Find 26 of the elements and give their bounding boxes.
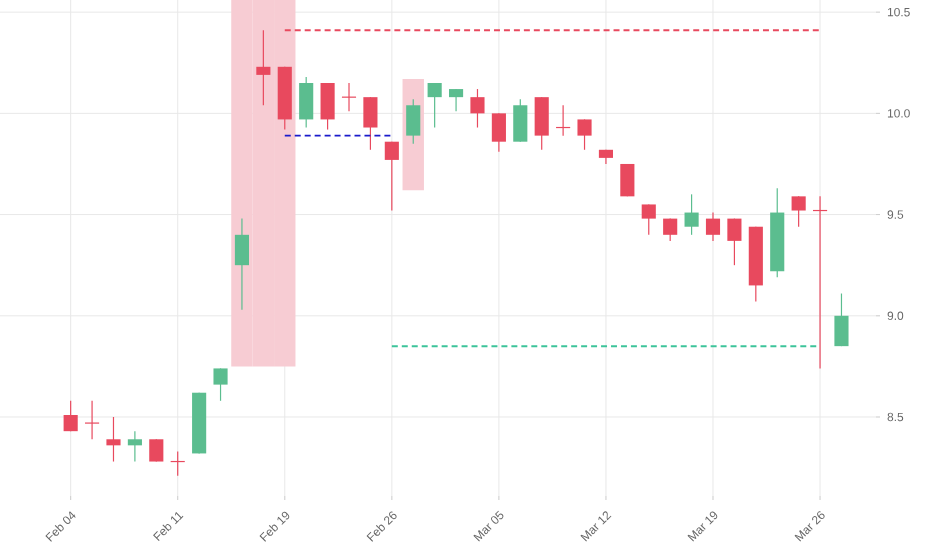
- candlestick: [299, 76, 314, 129]
- candlestick: [577, 118, 592, 151]
- candlestick: [63, 400, 78, 432]
- candlestick: [684, 193, 699, 236]
- candlestick: [791, 195, 806, 228]
- candlestick: [363, 96, 378, 151]
- candlestick: [470, 88, 485, 129]
- candlestick: [406, 98, 421, 145]
- candlestick: [149, 438, 164, 463]
- candlestick: [641, 203, 656, 236]
- candlestick: [727, 218, 742, 266]
- candlestick: [534, 96, 549, 151]
- candlestick: [834, 292, 849, 347]
- candlestick: [384, 141, 399, 212]
- candlestick: [513, 98, 528, 143]
- candlestick: [127, 430, 142, 463]
- candlestick: [320, 82, 335, 131]
- candlestick: [106, 416, 121, 463]
- candlestick: [234, 218, 250, 311]
- candlestick: [256, 29, 271, 106]
- candlestick: [491, 112, 506, 153]
- candlestick: [427, 82, 442, 129]
- candlestick: [84, 400, 100, 440]
- candlestick: [213, 367, 228, 402]
- candlestick: [449, 88, 464, 112]
- candlestick: [705, 211, 721, 242]
